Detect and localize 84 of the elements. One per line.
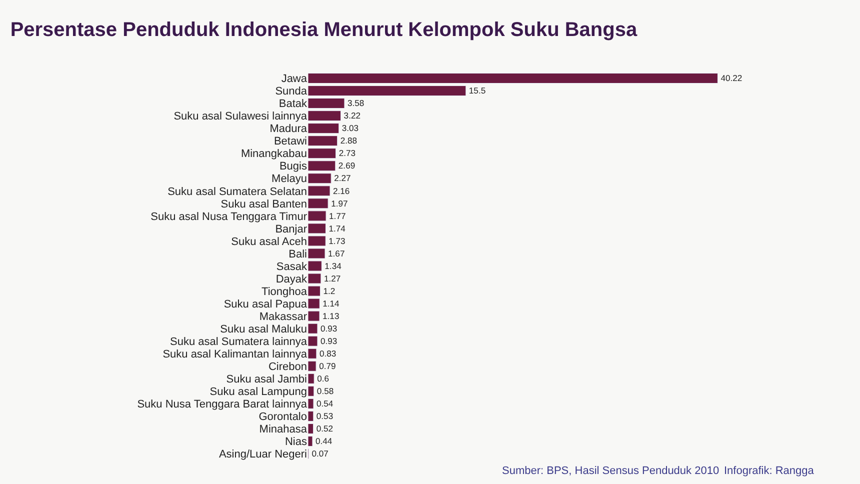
y-tick-label: Minahasa <box>259 424 308 436</box>
y-tick-label: Madura <box>270 123 308 136</box>
bar <box>308 423 314 434</box>
bar <box>308 86 466 96</box>
data-label: 1.97 <box>331 198 348 208</box>
y-tick-label: Batak <box>278 98 308 110</box>
y-tick-label: Suku asal Sumatera Selatan <box>168 186 307 198</box>
data-label: 0.52 <box>316 424 334 434</box>
y-tick-label: Suku asal Kalimantan lainnya <box>162 348 308 360</box>
y-tick-label: Tionghoa <box>262 286 308 298</box>
data-label: 40.22 <box>720 73 742 84</box>
y-tick-label: Suku asal Aceh <box>231 236 307 248</box>
bar <box>308 410 314 422</box>
data-label: 1.73 <box>328 236 346 246</box>
y-tick-label: Sasak <box>276 260 308 273</box>
bar <box>308 123 340 134</box>
y-tick-label: Cirebon <box>268 360 307 373</box>
y-tick-label: Suku asal Jambi <box>226 374 307 386</box>
bar <box>308 186 330 196</box>
data-label: 2.73 <box>338 148 356 158</box>
bar <box>308 98 345 109</box>
data-label: 0.44 <box>315 436 332 446</box>
bar <box>308 360 316 372</box>
data-label: 0.53 <box>316 411 334 422</box>
y-tick-label: Bali <box>288 248 307 260</box>
data-label: 1.74 <box>328 223 346 234</box>
data-label: 3.22 <box>344 110 361 121</box>
data-label: 2.88 <box>340 136 358 146</box>
bar <box>308 373 314 384</box>
data-label: 0.93 <box>320 336 338 346</box>
data-label: 1.13 <box>322 310 340 321</box>
y-tick-label: Dayak <box>276 273 308 286</box>
y-tick-label: Suku asal Maluku <box>220 323 307 336</box>
y-tick-label: Minangkabau <box>240 148 307 160</box>
bar <box>308 348 317 359</box>
data-label: 3.58 <box>347 98 364 108</box>
data-label: 15.5 <box>468 86 486 96</box>
bar <box>308 148 336 159</box>
y-tick-label: Suku asal Papua <box>224 298 308 310</box>
bar <box>308 436 313 446</box>
data-label: 0.83 <box>319 348 336 358</box>
y-tick-label: Nias <box>284 436 308 448</box>
y-tick-label: Suku asal Nusa Tenggara Timur <box>150 210 308 223</box>
data-label: 0.6 <box>317 374 330 384</box>
y-tick-label: Gorontalo <box>258 411 307 424</box>
bar <box>308 336 318 346</box>
bar <box>308 173 332 184</box>
y-tick-label: Makassar <box>259 310 308 323</box>
text: Sumber: BPS, Hasil Sensus Penduduk 2010 <box>502 465 720 477</box>
y-tick-label: Suku asal Sulawesi lainnya <box>174 110 308 123</box>
y-tick-label: Jawa <box>281 73 308 86</box>
data-label: 0.93 <box>320 323 338 334</box>
data-label: 0.54 <box>316 398 334 409</box>
data-label: 1.34 <box>324 260 342 271</box>
y-tick-label: Asing/Luar Negeri <box>218 448 307 461</box>
data-label: 3.03 <box>342 123 359 134</box>
data-label: 1.67 <box>328 248 345 258</box>
data-label: 1.2 <box>323 286 336 296</box>
y-tick-label: Bugis <box>279 160 308 173</box>
bar <box>308 386 314 396</box>
y-tick-label: Suku asal Banten <box>220 198 307 210</box>
bar <box>308 73 718 84</box>
y-tick-label: Suku Nusa Tenggara Barat lainnya <box>137 398 308 411</box>
y-tick-label: Betawi <box>274 136 307 148</box>
bar <box>308 110 342 122</box>
data-label: 0.07 <box>312 448 329 459</box>
data-label: 2.27 <box>334 173 352 184</box>
chart-title: Persentase Penduduk Indonesia Menurut Kelompok Suku Bangsa <box>10 18 638 41</box>
y-tick-label: Banjar <box>275 223 308 236</box>
data-label: 1.77 <box>329 210 346 221</box>
data-label: 0.79 <box>319 360 336 371</box>
data-label: 2.69 <box>338 160 356 171</box>
bar <box>308 160 336 172</box>
y-tick-label: Sunda <box>275 86 308 98</box>
bar <box>308 136 338 146</box>
bar <box>308 398 314 409</box>
data-label: 1.14 <box>322 298 340 308</box>
text: Infografik: Rangga <box>724 465 815 477</box>
data-label: 0.58 <box>316 386 334 396</box>
data-label: 2.16 <box>333 186 350 196</box>
y-tick-label: Suku asal Lampung <box>210 386 307 398</box>
y-tick-label: Suku asal Sumatera lainnya <box>170 336 308 348</box>
data-label: 1.27 <box>324 273 341 284</box>
y-tick-label: Melayu <box>272 173 307 186</box>
